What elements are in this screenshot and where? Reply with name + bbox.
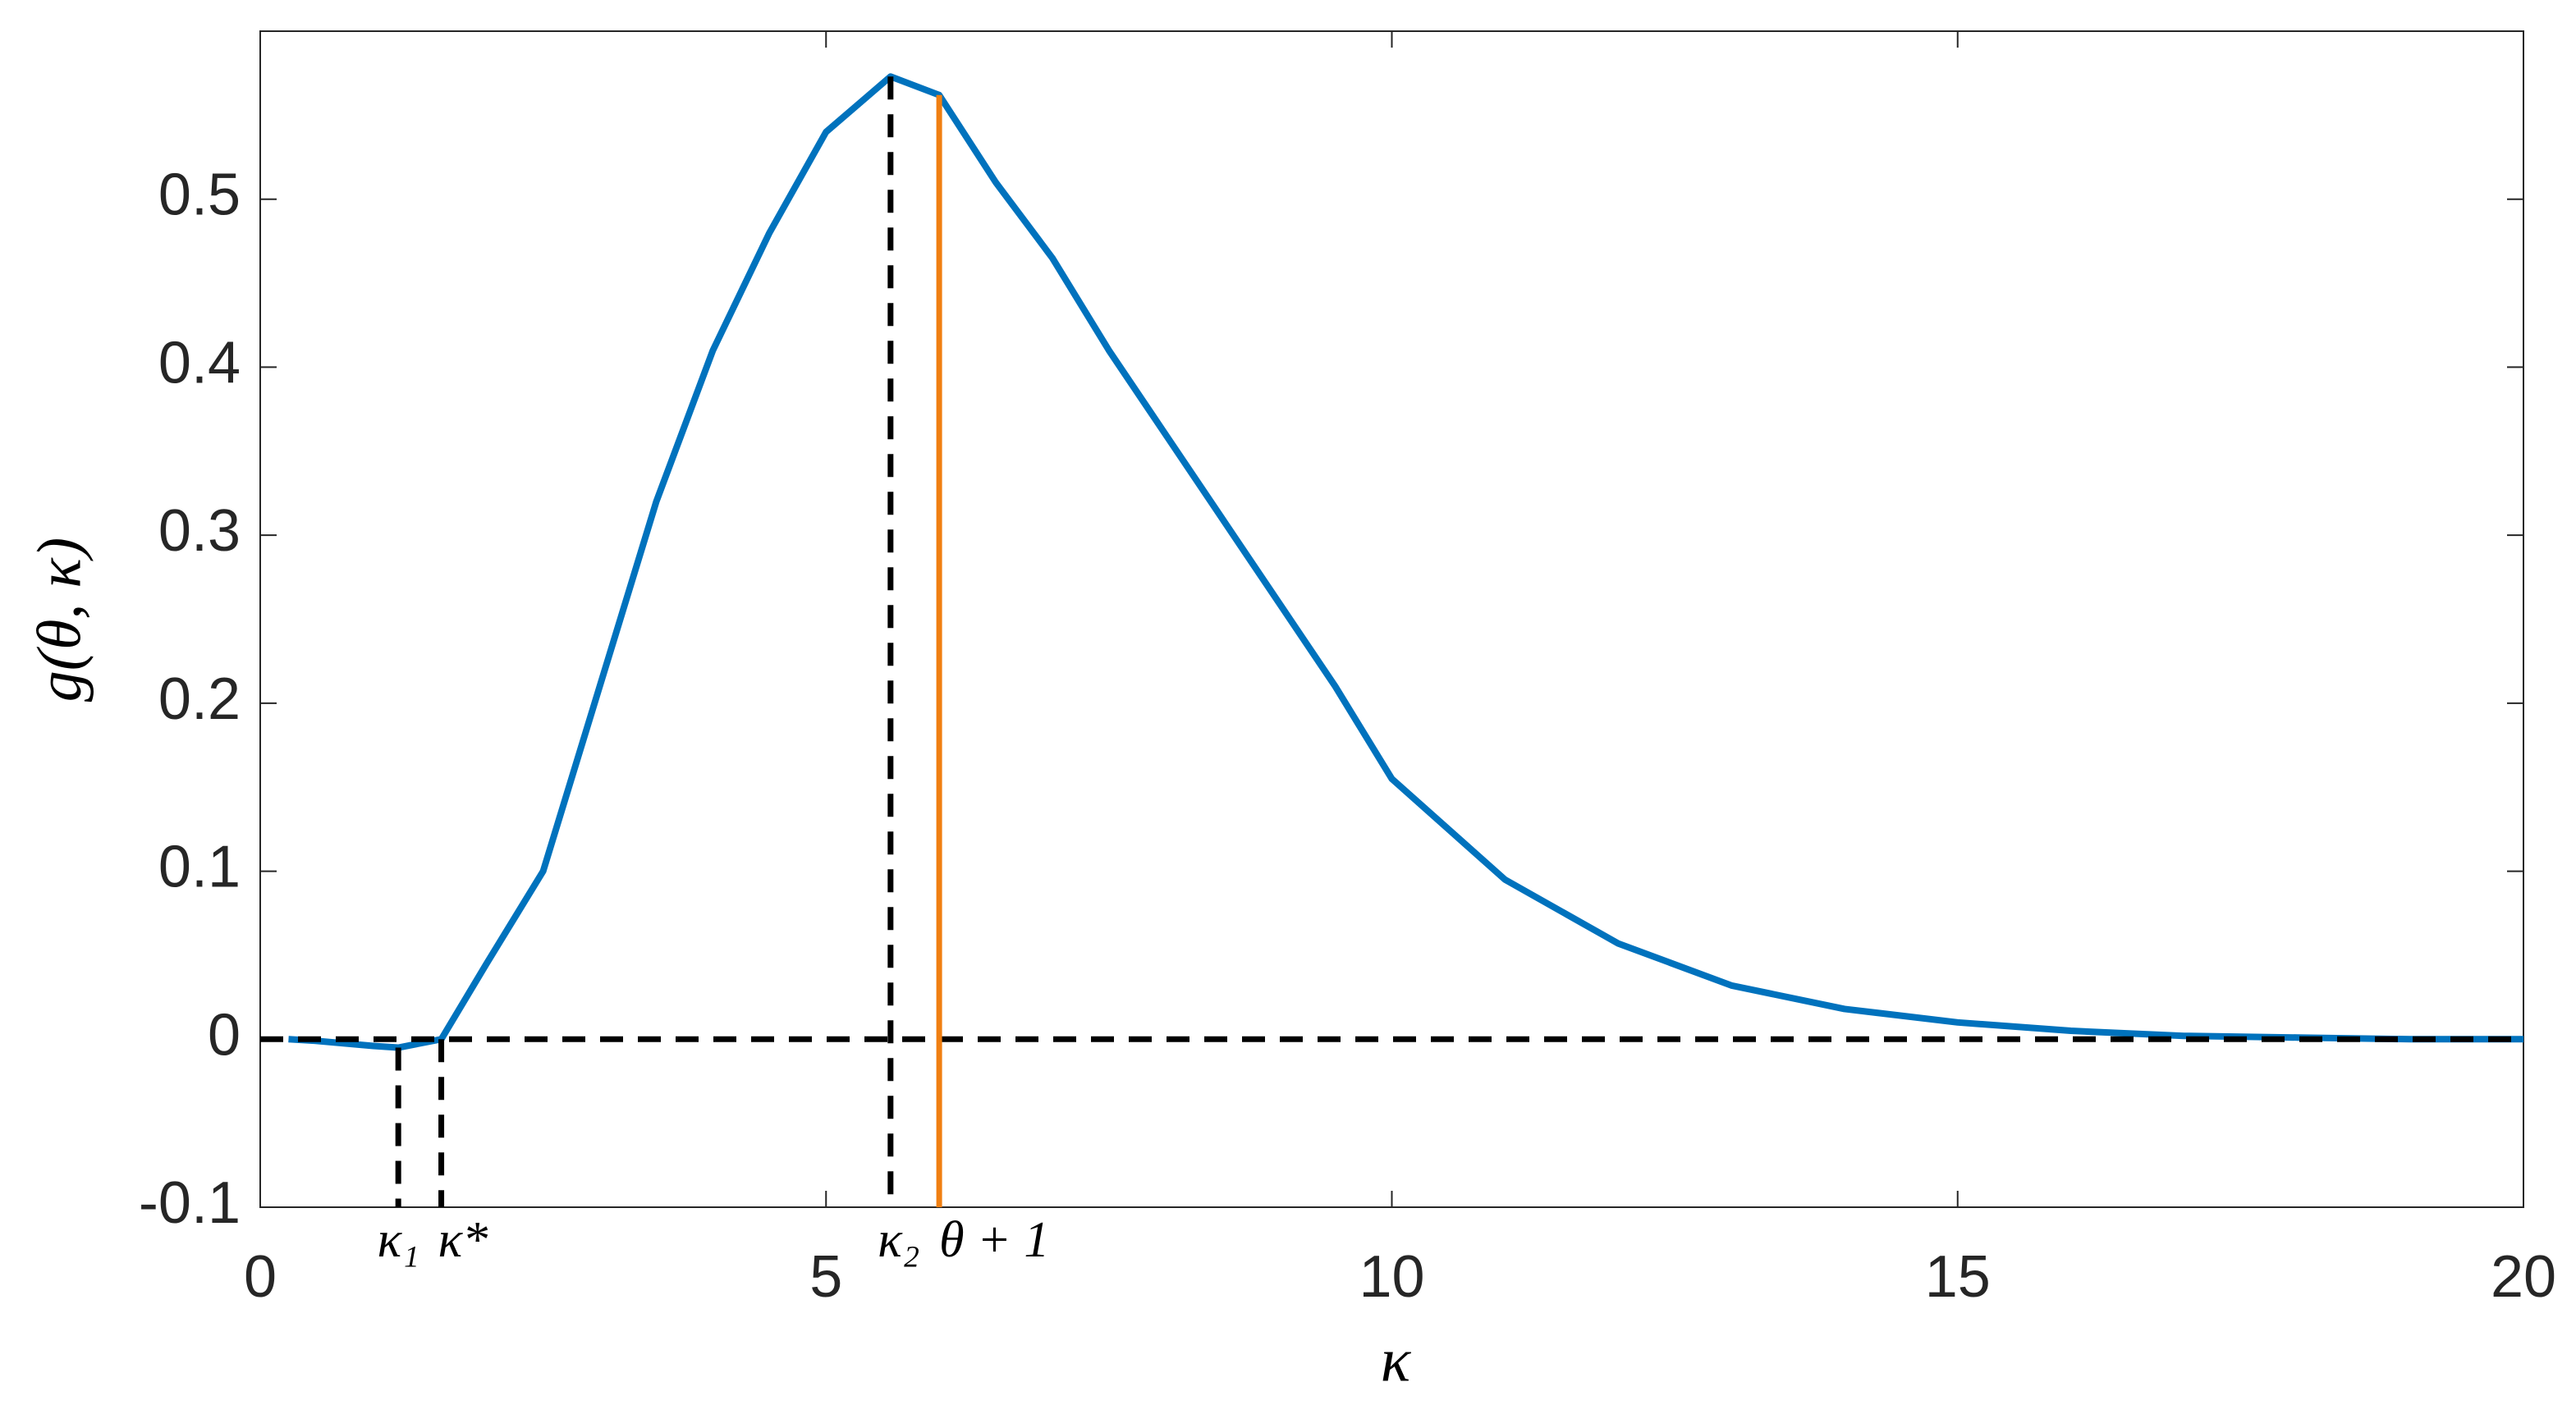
x-axis-label: κ [1381,1325,1412,1394]
y-tick-label: 0.3 [158,498,241,564]
y-tick-label: 0.5 [158,162,241,228]
x-tick-label: 20 [2491,1244,2556,1310]
x-tick-label: 0 [244,1244,277,1310]
reference-label: κ₂ [878,1212,919,1268]
y-tick-label: 0 [208,1002,241,1068]
y-tick-label: 0.2 [158,666,241,732]
y-tick-label: 0.4 [158,330,241,396]
reference-label: κ* [438,1212,488,1268]
x-tick-label: 10 [1359,1244,1424,1310]
plot-frame [259,30,2524,1208]
y-tick-label: 0.1 [158,835,241,900]
y-axis-label: g(θ, κ) [25,538,94,702]
reference-label: κ₁ [378,1212,419,1268]
x-tick-label: 15 [1925,1244,1991,1310]
x-tick-label: 5 [809,1244,842,1310]
reference-label: θ + 1 [939,1212,1049,1268]
y-tick-label: -0.1 [139,1170,241,1236]
curve [288,73,2523,1051]
